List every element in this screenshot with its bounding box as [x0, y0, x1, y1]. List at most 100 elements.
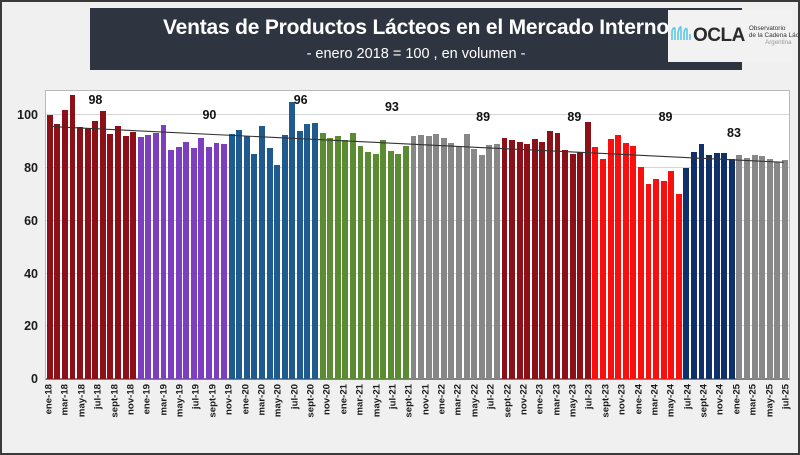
- bar[interactable]: [721, 152, 728, 379]
- bar[interactable]: [577, 151, 584, 379]
- bar-slot[interactable]: [145, 91, 153, 379]
- bar[interactable]: [493, 144, 500, 379]
- bar-slot[interactable]: [228, 91, 236, 379]
- bar-slot[interactable]: [463, 91, 471, 379]
- bar-slot[interactable]: [630, 91, 638, 379]
- bar-slot[interactable]: [683, 91, 691, 379]
- bar[interactable]: [660, 181, 667, 379]
- bar-slot[interactable]: [720, 91, 728, 379]
- bar-slot[interactable]: [645, 91, 653, 379]
- bar-slot[interactable]: [448, 91, 456, 379]
- bar[interactable]: [152, 132, 159, 379]
- bar[interactable]: [554, 132, 561, 379]
- bar[interactable]: [478, 155, 485, 379]
- bar-slot[interactable]: [175, 91, 183, 379]
- bar-slot[interactable]: [660, 91, 668, 379]
- bar-slot[interactable]: [675, 91, 683, 379]
- bar[interactable]: [395, 153, 402, 379]
- bar-slot[interactable]: [107, 91, 115, 379]
- bar[interactable]: [706, 155, 713, 379]
- bar[interactable]: [175, 147, 182, 379]
- bar[interactable]: [77, 126, 84, 379]
- bar-slot[interactable]: [592, 91, 600, 379]
- bar[interactable]: [387, 150, 394, 379]
- bar-slot[interactable]: [622, 91, 630, 379]
- bar-slot[interactable]: [84, 91, 92, 379]
- bar[interactable]: [92, 120, 99, 379]
- bar-slot[interactable]: [114, 91, 122, 379]
- bar-slot[interactable]: [266, 91, 274, 379]
- bar-slot[interactable]: [539, 91, 547, 379]
- bar[interactable]: [531, 139, 538, 379]
- bar[interactable]: [418, 135, 425, 379]
- bar-slot[interactable]: [137, 91, 145, 379]
- bar-slot[interactable]: [569, 91, 577, 379]
- bar[interactable]: [774, 161, 781, 379]
- bar[interactable]: [259, 125, 265, 379]
- bar[interactable]: [524, 143, 531, 379]
- bar[interactable]: [781, 160, 788, 379]
- bar-slot[interactable]: [46, 91, 54, 379]
- bar[interactable]: [243, 136, 250, 379]
- bar-slot[interactable]: [531, 91, 539, 379]
- bar[interactable]: [440, 137, 447, 379]
- bar-slot[interactable]: [743, 91, 751, 379]
- bar-slot[interactable]: [728, 91, 736, 379]
- bar[interactable]: [198, 137, 205, 379]
- bar-slot[interactable]: [417, 91, 425, 379]
- bar-slot[interactable]: [129, 91, 137, 379]
- bar-slot[interactable]: [698, 91, 706, 379]
- bar[interactable]: [637, 166, 644, 379]
- bar[interactable]: [107, 133, 114, 379]
- bar-slot[interactable]: [357, 91, 365, 379]
- bar-slot[interactable]: [478, 91, 486, 379]
- bar-slot[interactable]: [455, 91, 463, 379]
- bar[interactable]: [236, 129, 243, 379]
- bar[interactable]: [342, 139, 349, 379]
- bar-slot[interactable]: [561, 91, 569, 379]
- bar-slot[interactable]: [470, 91, 478, 379]
- bar[interactable]: [137, 136, 144, 379]
- bar[interactable]: [357, 145, 364, 379]
- bar-slot[interactable]: [235, 91, 243, 379]
- bar-slot[interactable]: [304, 91, 312, 379]
- bar-slot[interactable]: [213, 91, 221, 379]
- bar[interactable]: [713, 152, 720, 379]
- bar-slot[interactable]: [395, 91, 403, 379]
- bar[interactable]: [744, 157, 750, 379]
- bar[interactable]: [410, 135, 417, 379]
- bar-slot[interactable]: [167, 91, 175, 379]
- bar-slot[interactable]: [99, 91, 107, 379]
- bar[interactable]: [69, 95, 76, 379]
- bar[interactable]: [274, 165, 281, 379]
- bar[interactable]: [539, 142, 546, 379]
- bar[interactable]: [205, 147, 212, 379]
- bar-slot[interactable]: [69, 91, 77, 379]
- bar[interactable]: [630, 145, 637, 379]
- bar-slot[interactable]: [152, 91, 160, 379]
- bar-slot[interactable]: [440, 91, 448, 379]
- bar-slot[interactable]: [76, 91, 84, 379]
- bar[interactable]: [728, 158, 735, 379]
- bar[interactable]: [759, 156, 766, 379]
- bar[interactable]: [425, 136, 432, 379]
- bar[interactable]: [751, 154, 758, 379]
- bar-slot[interactable]: [501, 91, 509, 379]
- bar[interactable]: [190, 148, 197, 379]
- bar[interactable]: [645, 183, 652, 379]
- bar[interactable]: [471, 149, 478, 379]
- bar-slot[interactable]: [122, 91, 130, 379]
- bar-slot[interactable]: [251, 91, 259, 379]
- bar[interactable]: [99, 111, 106, 379]
- bar-slot[interactable]: [410, 91, 418, 379]
- bar-slot[interactable]: [774, 91, 782, 379]
- bar[interactable]: [334, 135, 341, 379]
- bar[interactable]: [372, 153, 379, 379]
- bar[interactable]: [221, 144, 228, 379]
- bar-slot[interactable]: [546, 91, 554, 379]
- bar[interactable]: [698, 144, 705, 379]
- bar[interactable]: [296, 131, 303, 379]
- bar-slot[interactable]: [781, 91, 789, 379]
- bar[interactable]: [289, 102, 296, 379]
- bar[interactable]: [690, 152, 697, 379]
